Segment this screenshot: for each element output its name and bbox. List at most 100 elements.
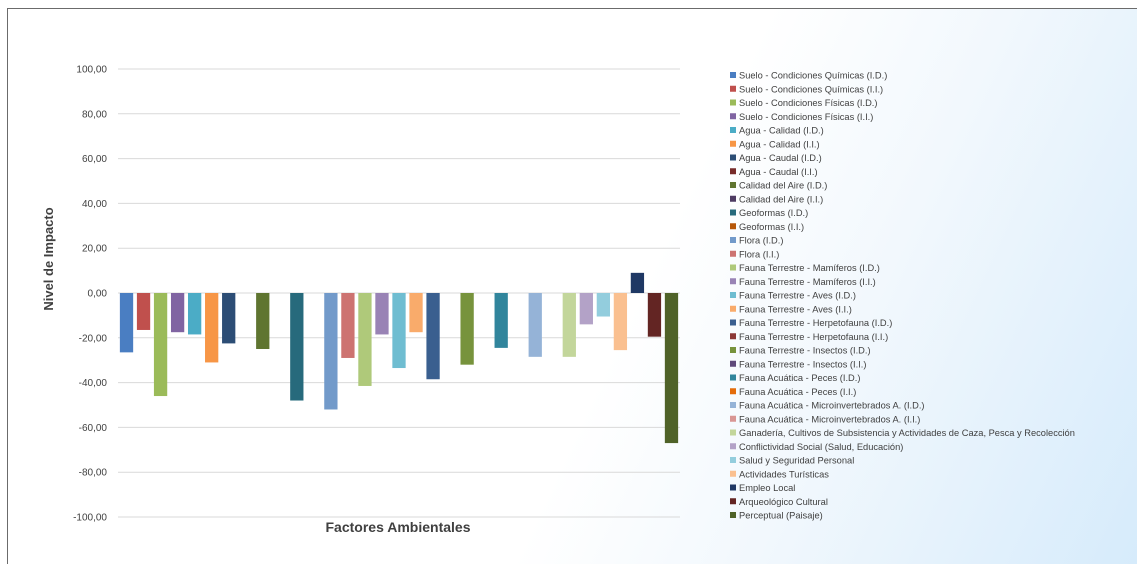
y-tick-label: 60,00 — [82, 154, 107, 165]
bar — [256, 293, 270, 349]
legend-swatch — [730, 127, 736, 133]
legend-entry: Fauna Acuática - Microinvertebrados A. (… — [739, 401, 925, 411]
legend-swatch — [730, 347, 736, 353]
legend-entry: Fauna Terrestre - Aves (I.D.) — [739, 291, 856, 301]
legend-swatch — [730, 168, 736, 175]
bar — [290, 293, 304, 401]
bar — [562, 293, 576, 357]
legend-swatch — [730, 402, 736, 408]
legend-entry: Fauna Terrestre - Herpetofauna (I.D.) — [739, 318, 892, 328]
legend-entry: Suelo - Condiciones Químicas (I.I.) — [739, 84, 883, 94]
legend-entry: Calidad del Aire (I.I.) — [739, 194, 823, 204]
y-tick-label: -60,00 — [79, 423, 108, 434]
legend-swatch — [730, 154, 736, 161]
bar — [136, 293, 151, 330]
bar — [170, 293, 185, 333]
bar — [460, 293, 474, 365]
legend-swatch — [730, 209, 736, 216]
y-tick-label: -80,00 — [79, 468, 108, 479]
bar — [630, 272, 645, 293]
legend-swatch — [730, 278, 736, 285]
legend-entry: Flora (I.D.) — [739, 236, 783, 246]
bar — [647, 293, 662, 337]
legend-entry: Conflictividad Social (Salud, Educación) — [739, 442, 903, 452]
legend-swatch — [730, 250, 736, 257]
bar — [358, 293, 372, 386]
legend-entry: Suelo - Condiciones Químicas (I.D.) — [739, 71, 887, 81]
y-tick-label: 80,00 — [82, 109, 107, 120]
legend-entry: Arqueológico Cultural — [739, 497, 828, 507]
bar — [596, 293, 611, 317]
legend-swatch — [730, 360, 736, 367]
legend-entry: Fauna Terrestre - Insectos (I.D.) — [739, 346, 871, 356]
legend-swatch — [730, 223, 736, 230]
legend-entry: Fauna Terrestre - Herpetofauna (I.I.) — [739, 332, 888, 342]
legend-entry: Geoformas (I.D.) — [739, 208, 808, 218]
legend-swatch — [730, 305, 736, 312]
legend-swatch — [730, 333, 736, 340]
legend-swatch — [730, 429, 736, 436]
legend: Suelo - Condiciones Químicas (I.D.) Suelo… — [730, 71, 1075, 521]
bar-chart: 100,00 80,00 60,00 40,00 20,00 0,00 -20,00 -40,… — [41, 65, 1075, 536]
legend-entry: Salud y Seguridad Personal — [739, 456, 854, 466]
legend-entry: Ganadería, Cultivos de Subsistencia y Ac… — [739, 428, 1075, 438]
legend-entry: Fauna Terrestre - Insectos (I.I.) — [739, 359, 866, 369]
x-axis-title: Factores Ambientales — [326, 519, 471, 535]
y-tick-label: 0,00 — [88, 289, 108, 300]
legend-swatch — [730, 319, 736, 326]
bar — [494, 293, 508, 348]
legend-entry: Fauna Terrestre - Mamíferos (I.I.) — [739, 277, 876, 287]
legend-swatch — [730, 374, 736, 381]
legend-entry: Fauna Acuática - Peces (I.I.) — [739, 387, 856, 397]
legend-swatch — [730, 195, 736, 202]
y-tick-label: 40,00 — [82, 199, 107, 210]
legend-swatch — [730, 140, 736, 147]
bar — [187, 293, 202, 335]
legend-entry: Fauna Acuática - Peces (I.D.) — [739, 373, 860, 383]
y-tick-label: -40,00 — [79, 378, 108, 389]
legend-entry: Flora (I.I.) — [739, 249, 779, 259]
chart-area: 100,00 80,00 60,00 40,00 20,00 0,00 -20,00 -40,… — [7, 8, 1137, 564]
legend-swatch — [730, 498, 736, 505]
bar — [222, 293, 236, 344]
bar — [324, 293, 338, 410]
bar — [392, 293, 406, 369]
y-tick-label: -20,00 — [79, 333, 108, 344]
legend-swatch — [730, 388, 736, 395]
y-tick-label: 100,00 — [76, 65, 107, 76]
bar — [153, 293, 168, 397]
legend-entry: Fauna Terrestre - Aves (I.I.) — [739, 304, 852, 314]
legend-swatch — [730, 113, 736, 120]
legend-swatch — [730, 484, 736, 491]
bar — [375, 293, 389, 335]
bars — [119, 272, 679, 444]
bar — [528, 293, 542, 357]
legend-swatch — [730, 457, 736, 463]
legend-swatch — [730, 470, 736, 477]
legend-swatch — [730, 264, 736, 271]
legend-swatch — [730, 99, 736, 106]
legend-entry: Agua - Calidad (I.I.) — [739, 139, 820, 149]
bar — [409, 293, 423, 333]
y-tick-label: -100,00 — [73, 513, 107, 524]
bar — [205, 293, 219, 363]
legend-entry: Suelo - Condiciones Físicas (I.I.) — [739, 112, 873, 122]
legend-entry: Agua - Caudal (I.D.) — [739, 153, 822, 163]
bar — [119, 293, 134, 353]
legend-entry: Suelo - Condiciones Físicas (I.D.) — [739, 98, 877, 108]
legend-entry: Geoformas (I.I.) — [739, 222, 804, 232]
bar — [579, 293, 593, 325]
bar — [341, 293, 355, 358]
y-axis-title: Nivel de Impacto — [41, 207, 56, 310]
legend-entry: Agua - Calidad (I.D.) — [739, 126, 824, 136]
legend-swatch — [730, 415, 736, 422]
legend-swatch — [730, 85, 736, 92]
legend-swatch — [730, 237, 736, 243]
legend-entry: Calidad del Aire (I.D.) — [739, 181, 827, 191]
legend-swatch — [730, 292, 736, 298]
bar — [613, 293, 628, 351]
legend-swatch — [730, 182, 736, 188]
legend-entry: Actividades Turísticas — [739, 469, 829, 479]
legend-entry: Fauna Acuática - Microinvertebrados A. (… — [739, 414, 920, 424]
y-axis-ticks: 100,00 80,00 60,00 40,00 20,00 0,00 -20,00 -40,… — [73, 65, 107, 524]
